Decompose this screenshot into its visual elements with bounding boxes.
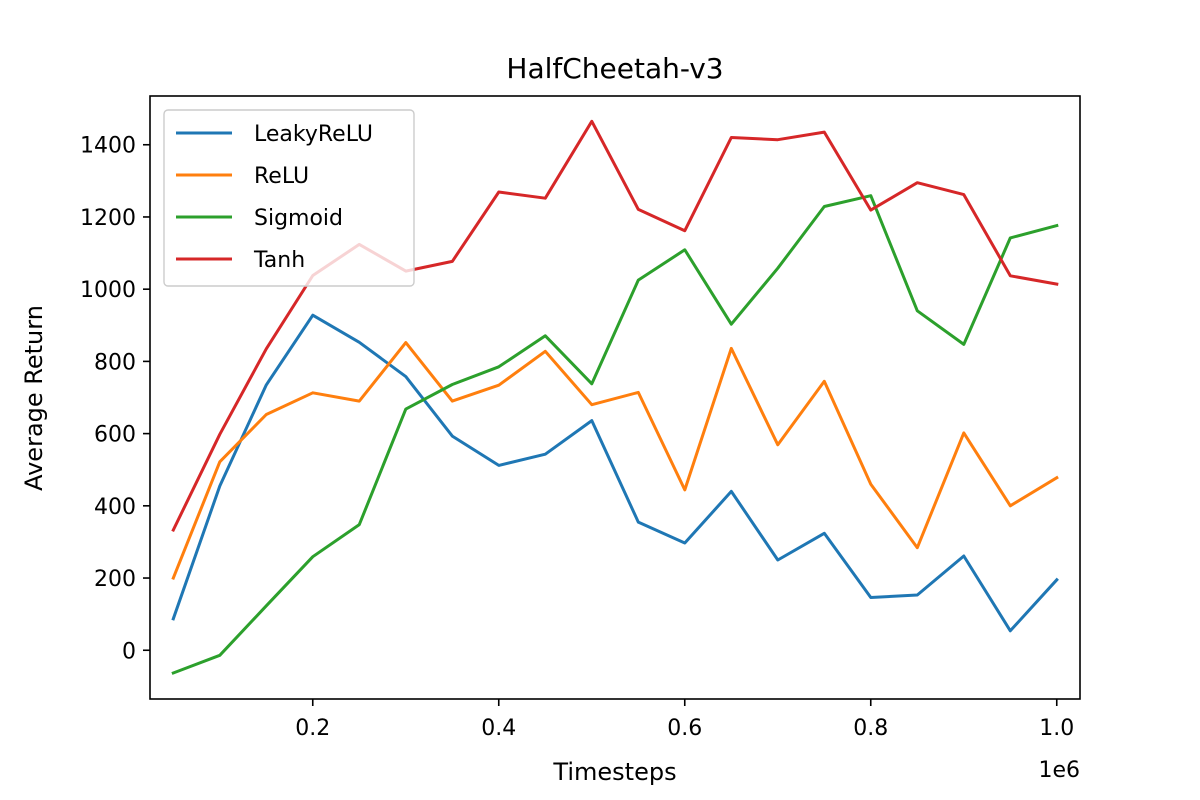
x-axis-label: Timesteps	[552, 758, 676, 786]
x-tick-label: 0.2	[295, 716, 330, 741]
legend-label-sigmoid: Sigmoid	[254, 206, 343, 231]
y-tick-label: 0	[122, 639, 136, 664]
y-axis-ticks: 0 200 400 600 800 1000 1200 1400	[80, 134, 150, 664]
legend-label-tanh: Tanh	[253, 248, 305, 273]
legend-label-relu: ReLU	[254, 164, 309, 189]
x-tick-label: 0.4	[481, 716, 516, 741]
y-tick-label: 400	[94, 495, 136, 520]
series-line-sigmoid	[171, 194, 1059, 675]
y-tick-label: 1000	[80, 278, 136, 303]
x-tick-label: 0.6	[667, 716, 702, 741]
legend: LeakyReLU ReLU Sigmoid Tanh	[163, 109, 415, 287]
x-tick-label: 0.8	[853, 716, 888, 741]
y-tick-label: 1400	[80, 134, 136, 159]
chart-title: HalfCheetah-v3	[506, 52, 723, 85]
x-axis-ticks: 0.2 0.4 0.6 0.8 1.0	[295, 699, 1074, 741]
y-axis-label: Average Return	[20, 305, 48, 491]
series-line-leakyrelu	[171, 313, 1059, 633]
legend-box	[163, 109, 415, 287]
series-line-relu	[171, 341, 1059, 580]
x-tick-label: 1.0	[1039, 716, 1074, 741]
y-tick-label: 1200	[80, 206, 136, 231]
x-axis-offset-label: 1e6	[1038, 758, 1080, 783]
y-tick-label: 800	[94, 350, 136, 375]
plot-area-frame	[149, 95, 1081, 700]
y-tick-label: 600	[94, 423, 136, 448]
legend-label-leakyrelu: LeakyReLU	[254, 122, 373, 147]
y-tick-label: 200	[94, 567, 136, 592]
